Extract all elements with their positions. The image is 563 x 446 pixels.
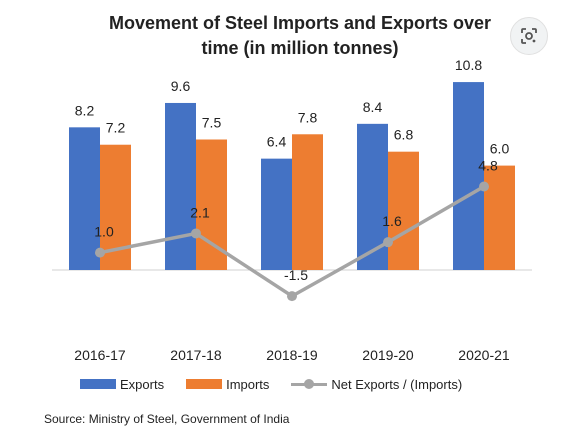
imports-bar-2018-19 bbox=[292, 134, 323, 270]
exports-value-label: 9.6 bbox=[171, 78, 191, 94]
exports-bar-2017-18 bbox=[165, 102, 196, 271]
imports-bars bbox=[100, 134, 515, 270]
exports-value-label: 8.4 bbox=[363, 99, 383, 115]
google-lens-icon bbox=[521, 28, 537, 44]
x-tick-label: 2016-17 bbox=[74, 347, 126, 363]
legend-item-imports: Imports bbox=[186, 377, 269, 392]
exports-bar-2018-19 bbox=[261, 158, 292, 270]
x-tick-label: 2019-20 bbox=[362, 347, 414, 363]
imports-bar-2019-20 bbox=[388, 151, 419, 270]
net-exports-value-label: 2.1 bbox=[190, 204, 210, 220]
imports-swatch bbox=[186, 379, 223, 389]
exports-value-label: 6.4 bbox=[267, 134, 287, 150]
exports-swatch bbox=[80, 379, 116, 389]
net-exports-value-label: 1.6 bbox=[382, 213, 402, 229]
x-tick-label: 2020-21 bbox=[458, 347, 510, 363]
source-note: Source: Ministry of Steel, Government of… bbox=[44, 412, 290, 426]
net-exports-value-label: 1.0 bbox=[94, 224, 114, 240]
net-line-swatch bbox=[291, 379, 328, 389]
exports-bar-2019-20 bbox=[357, 123, 388, 270]
x-tick-label: 2018-19 bbox=[266, 347, 318, 363]
chart-title: Movement of Steel Imports and Exports ov… bbox=[40, 11, 560, 61]
imports-value-label: 6.0 bbox=[490, 141, 510, 157]
exports-value-label: 8.2 bbox=[75, 102, 95, 118]
exports-bar-2016-17 bbox=[69, 127, 100, 270]
exports-value-label: 10.8 bbox=[455, 57, 482, 73]
net-exports-point-2017-18 bbox=[191, 228, 201, 239]
chart-title-line2: time (in million tonnes) bbox=[201, 38, 399, 58]
legend-label-net: Net Exports / (Imports) bbox=[331, 376, 463, 392]
legend: Exports Imports Net Exports / (Imports) bbox=[80, 374, 484, 394]
imports-value-label: 6.8 bbox=[394, 127, 414, 143]
legend-item-net: Net Exports / (Imports) bbox=[291, 377, 462, 392]
net-exports-point-2019-20 bbox=[383, 237, 393, 248]
net-exports-point-2020-21 bbox=[479, 181, 489, 192]
data-labels: 8.2 7.2 9.6 7.5 6.4 7.8 8.4 6.8 10.8 6.0 1.0 2.1 -1.… bbox=[75, 57, 510, 283]
net-exports-line bbox=[95, 181, 489, 302]
imports-value-label: 7.5 bbox=[202, 115, 222, 131]
legend-label-imports: Imports bbox=[226, 376, 270, 392]
net-exports-value-label: -1.5 bbox=[284, 267, 308, 283]
imports-value-label: 7.8 bbox=[298, 109, 318, 125]
chart-title-line1: Movement of Steel Imports and Exports ov… bbox=[108, 13, 492, 33]
x-axis-tick-labels: 2016-17 2017-18 2018-19 2019-20 2020-21 bbox=[74, 347, 510, 363]
net-exports-value-label: 4.8 bbox=[478, 157, 498, 173]
legend-label-exports: Exports bbox=[120, 376, 165, 392]
imports-bar-2020-21 bbox=[484, 165, 515, 270]
exports-bars bbox=[69, 82, 484, 271]
legend-item-exports: Exports bbox=[80, 377, 164, 392]
google-lens-button[interactable] bbox=[510, 17, 548, 55]
x-tick-label: 2017-18 bbox=[170, 347, 222, 363]
imports-value-label: 7.2 bbox=[106, 120, 126, 136]
net-exports-point-2018-19 bbox=[287, 291, 297, 302]
exports-bar-2020-21 bbox=[453, 82, 484, 270]
net-exports-point-2016-17 bbox=[95, 247, 105, 258]
